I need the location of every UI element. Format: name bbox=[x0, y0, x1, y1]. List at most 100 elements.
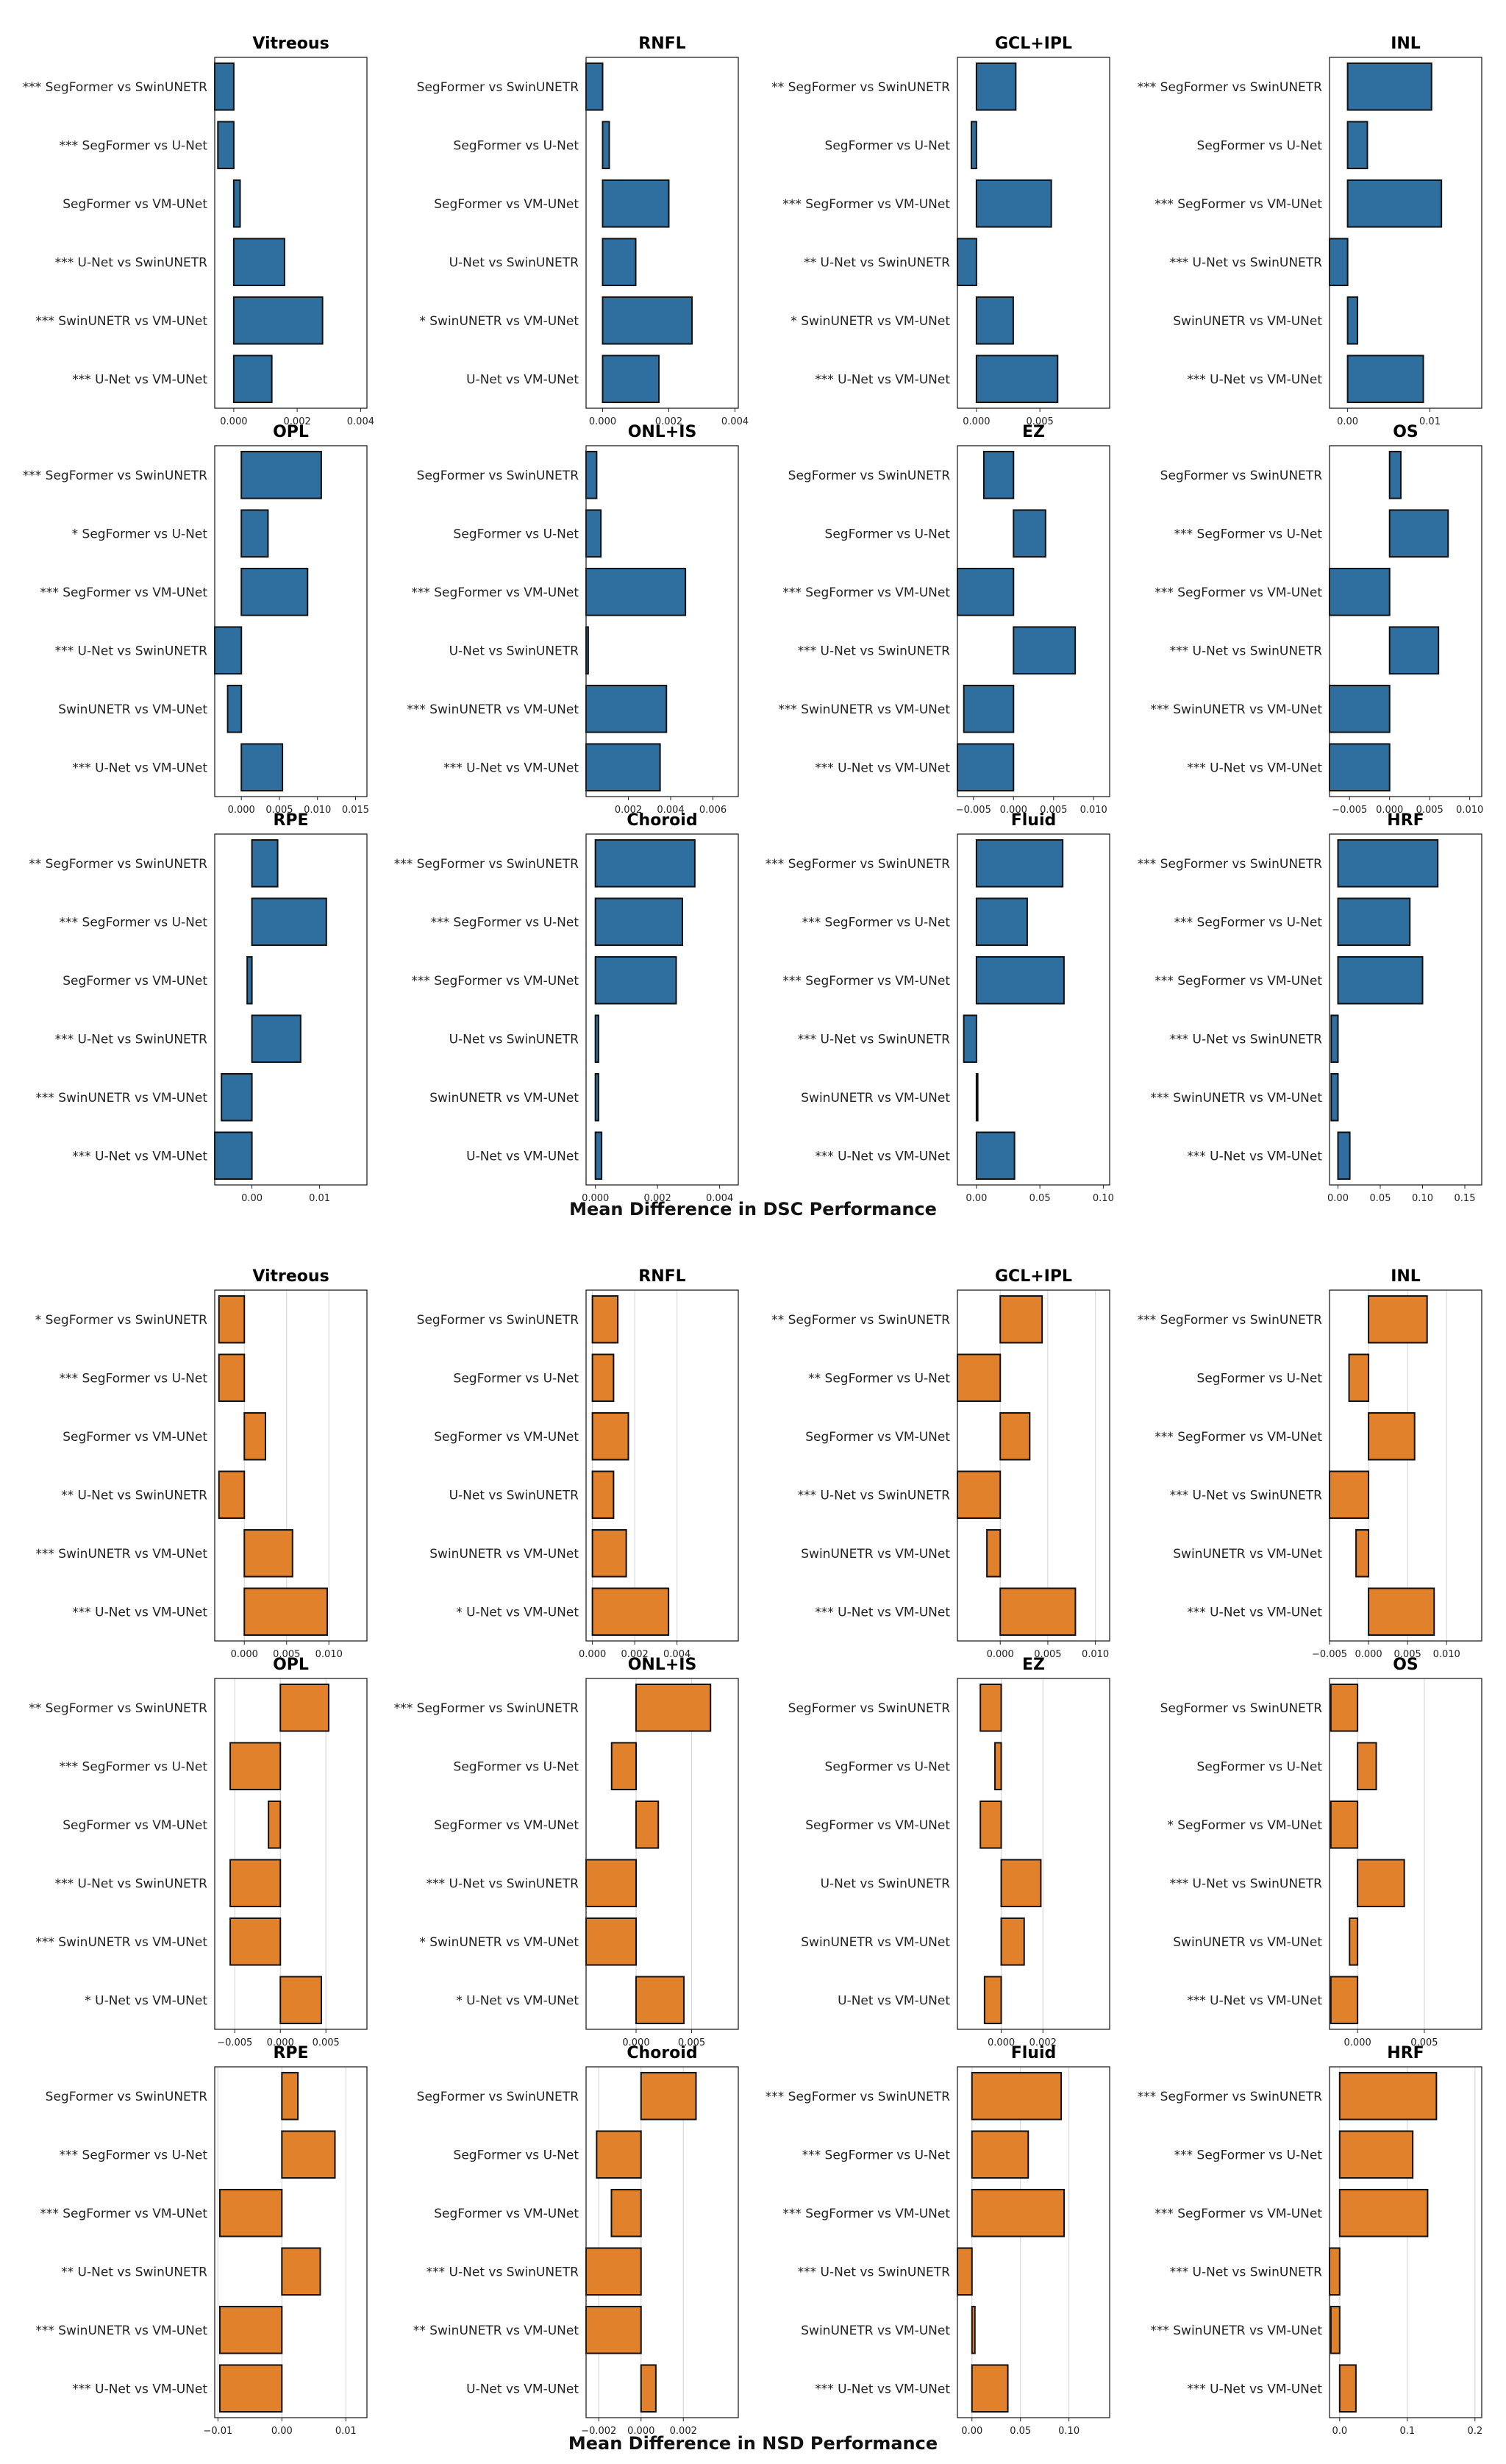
nsd-vitreous-bar-4 bbox=[243, 1528, 293, 1578]
dsc-opl-comparison-label-4: SwinUNETR vs VM-UNet bbox=[58, 702, 207, 717]
nsd-rpe-xtick-label-2: 0.01 bbox=[335, 2426, 357, 2437]
nsd-gcl-ipl-bar-0 bbox=[999, 1295, 1043, 1344]
nsd-opl-comparison-label-5: * U-Net vs VM-UNet bbox=[85, 1993, 207, 2008]
nsd-rnfl-comparison-label-5: * U-Net vs VM-UNet bbox=[456, 1605, 579, 1620]
dsc-hrf-comparison-label-2: *** SegFormer vs VM-UNet bbox=[1155, 974, 1322, 989]
dsc-fluid-xtick-label-0: 0.00 bbox=[966, 1193, 987, 1204]
dsc-gcl-ipl-xtick-label-1: 0.005 bbox=[1027, 416, 1054, 427]
nsd-onl-is-bar-0 bbox=[635, 1683, 712, 1732]
nsd-os-comparison-label-0: SegFormer vs SwinUNETR bbox=[1160, 1701, 1323, 1716]
dsc-onl-is-comparison-label-5: *** U-Net vs VM-UNet bbox=[443, 761, 579, 775]
dsc-choroid-comparison-label-0: *** SegFormer vs SwinUNETR bbox=[394, 857, 579, 872]
dsc-inl-comparison-label-3: *** U-Net vs SwinUNETR bbox=[1170, 255, 1323, 270]
dsc-gcl-ipl-bar-0 bbox=[975, 62, 1017, 111]
dsc-onl-is-comparison-label-3: U-Net vs SwinUNETR bbox=[449, 644, 579, 658]
dsc-onl-is-xtick-label-1: 0.004 bbox=[657, 805, 684, 816]
nsd-ez-plot-frame bbox=[957, 1678, 1110, 2030]
dsc-gcl-ipl-xtick-label-0: 0.000 bbox=[963, 416, 990, 427]
dsc-vitreous-panel: Vitreous *** SegFormer vs SwinUNETR *** Se… bbox=[23, 35, 374, 427]
dsc-fluid-panel: Fluid *** SegFormer vs SwinUNETR *** SegFo… bbox=[766, 811, 1114, 1204]
dsc-choroid-bar-4 bbox=[594, 1072, 599, 1122]
dsc-rpe-comparison-label-0: ** SegFormer vs SwinUNETR bbox=[29, 857, 207, 872]
dsc-choroid-bar-5 bbox=[594, 1131, 603, 1181]
dsc-ez-bar-0 bbox=[982, 450, 1015, 499]
nsd-rnfl-title: RNFL bbox=[638, 1267, 685, 1286]
nsd-figure-xlabel: Mean Difference in NSD Performance bbox=[568, 2433, 938, 2454]
dsc-choroid-plot-frame bbox=[585, 833, 739, 1186]
nsd-hrf-bar-2 bbox=[1338, 2188, 1429, 2237]
nsd-gcl-ipl-plot-frame bbox=[957, 1289, 1110, 1642]
dsc-rnfl-xtick-label-2: 0.004 bbox=[721, 416, 749, 427]
nsd-choroid-bar-2 bbox=[610, 2188, 642, 2237]
dsc-opl-comparison-label-1: * SegFormer vs U-Net bbox=[72, 527, 208, 541]
nsd-vitreous-bar-5 bbox=[243, 1587, 328, 1637]
nsd-opl-comparison-label-2: SegFormer vs VM-UNet bbox=[63, 1818, 207, 1833]
nsd-hrf-bar-0 bbox=[1338, 2071, 1438, 2121]
nsd-opl-bar-0 bbox=[279, 1683, 329, 1732]
dsc-ez-xtick-label-1: 0.000 bbox=[1000, 805, 1027, 816]
dsc-os-panel: OS SegFormer vs SwinUNETR *** SegFormer vs… bbox=[1150, 423, 1483, 816]
dsc-inl-bar-5 bbox=[1346, 355, 1424, 404]
dsc-hrf-xtick-label-2: 0.10 bbox=[1412, 1193, 1433, 1204]
dsc-os-bar-5 bbox=[1329, 743, 1391, 792]
dsc-vitreous-xtick-label-2: 0.004 bbox=[347, 416, 374, 427]
dsc-choroid-comparison-label-1: *** SegFormer vs U-Net bbox=[431, 915, 579, 930]
dsc-rnfl-comparison-label-2: SegFormer vs VM-UNet bbox=[434, 197, 579, 212]
dsc-vitreous-comparison-label-3: *** U-Net vs SwinUNETR bbox=[55, 255, 208, 270]
nsd-onl-is-plot-frame bbox=[585, 1678, 739, 2030]
nsd-inl-comparison-label-1: SegFormer vs U-Net bbox=[1197, 1371, 1323, 1386]
nsd-rpe-bar-4 bbox=[218, 2305, 283, 2354]
dsc-ez-comparison-label-0: SegFormer vs SwinUNETR bbox=[788, 469, 951, 483]
nsd-rnfl-xtick-label-1: 0.002 bbox=[621, 1649, 649, 1660]
nsd-onl-is-xtick-label-0: 0.000 bbox=[622, 2037, 649, 2048]
nsd-fluid-title: Fluid bbox=[1011, 2044, 1057, 2062]
dsc-vitreous-comparison-label-1: *** SegFormer vs U-Net bbox=[60, 138, 208, 153]
dsc-rnfl-comparison-label-4: * SwinUNETR vs VM-UNet bbox=[419, 314, 579, 329]
nsd-opl-bar-2 bbox=[268, 1800, 282, 1849]
nsd-hrf-comparison-label-4: *** SwinUNETR vs VM-UNet bbox=[1150, 2324, 1322, 2338]
nsd-hrf-bar-4 bbox=[1330, 2305, 1341, 2354]
dsc-choroid-xtick-label-1: 0.002 bbox=[644, 1193, 671, 1204]
dsc-choroid-bar-0 bbox=[594, 838, 696, 888]
nsd-onl-is-bar-2 bbox=[635, 1800, 660, 1849]
dsc-hrf-xtick-label-0: 0.00 bbox=[1327, 1193, 1349, 1204]
nsd-ez-title: EZ bbox=[1022, 1656, 1045, 1674]
dsc-hrf-bar-0 bbox=[1337, 838, 1439, 888]
dsc-vitreous-bar-3 bbox=[232, 238, 285, 287]
dsc-opl-title: OPL bbox=[273, 423, 309, 441]
nsd-vitreous-bar-1 bbox=[218, 1353, 246, 1403]
nsd-hrf-comparison-label-2: *** SegFormer vs VM-UNet bbox=[1155, 2207, 1322, 2221]
nsd-gcl-ipl-comparison-label-2: SegFormer vs VM-UNet bbox=[805, 1430, 950, 1445]
dsc-fluid-xtick-label-2: 0.10 bbox=[1093, 1193, 1114, 1204]
dsc-os-comparison-label-0: SegFormer vs SwinUNETR bbox=[1160, 469, 1323, 483]
nsd-ez-comparison-label-3: U-Net vs SwinUNETR bbox=[821, 1876, 951, 1891]
dsc-ez-bar-5 bbox=[957, 743, 1015, 792]
nsd-vitreous-bar-0 bbox=[218, 1295, 246, 1344]
nsd-rpe-xtick-label-1: 0.00 bbox=[271, 2426, 293, 2437]
nsd-inl-title: INL bbox=[1391, 1267, 1421, 1286]
nsd-inl-plot-frame bbox=[1329, 1289, 1482, 1642]
dsc-gcl-ipl-comparison-label-2: *** SegFormer vs VM-UNet bbox=[782, 197, 950, 212]
nsd-inl-bar-3 bbox=[1329, 1470, 1370, 1520]
nsd-vitreous-bar-2 bbox=[243, 1411, 266, 1461]
nsd-ez-bar-1 bbox=[994, 1742, 1002, 1791]
nsd-fluid-comparison-label-4: SwinUNETR vs VM-UNet bbox=[801, 2324, 950, 2338]
nsd-onl-is-comparison-label-1: SegFormer vs U-Net bbox=[454, 1759, 579, 1774]
dsc-vitreous-plot-frame bbox=[214, 57, 368, 409]
nsd-gcl-ipl-panel: GCL+IPL ** SegFormer vs SwinUNETR ** SegFo… bbox=[771, 1267, 1110, 1660]
nsd-vitreous-bar-3 bbox=[218, 1470, 246, 1520]
nsd-fluid-bar-3 bbox=[957, 2247, 973, 2296]
dsc-gcl-ipl-comparison-label-5: *** U-Net vs VM-UNet bbox=[815, 372, 950, 387]
nsd-choroid-panel: Choroid SegFormer vs SwinUNETR SegFormer v… bbox=[413, 2044, 739, 2437]
dsc-inl-comparison-label-2: *** SegFormer vs VM-UNet bbox=[1155, 197, 1322, 212]
nsd-rpe-comparison-label-5: *** U-Net vs VM-UNet bbox=[72, 2382, 207, 2396]
dsc-rnfl-xtick-label-0: 0.000 bbox=[589, 416, 616, 427]
dsc-rpe-bar-3 bbox=[251, 1014, 301, 1064]
nsd-rnfl-xtick-label-2: 0.004 bbox=[663, 1649, 690, 1660]
nsd-ez-bar-2 bbox=[979, 1800, 1002, 1849]
dsc-hrf-comparison-label-0: *** SegFormer vs SwinUNETR bbox=[1138, 857, 1322, 872]
nsd-vitreous-comparison-label-1: *** SegFormer vs U-Net bbox=[60, 1371, 208, 1386]
dsc-vitreous-xtick-label-1: 0.002 bbox=[284, 416, 311, 427]
dsc-rnfl-comparison-label-5: U-Net vs VM-UNet bbox=[466, 372, 579, 387]
nsd-fluid-xtick-label-0: 0.00 bbox=[961, 2426, 982, 2437]
